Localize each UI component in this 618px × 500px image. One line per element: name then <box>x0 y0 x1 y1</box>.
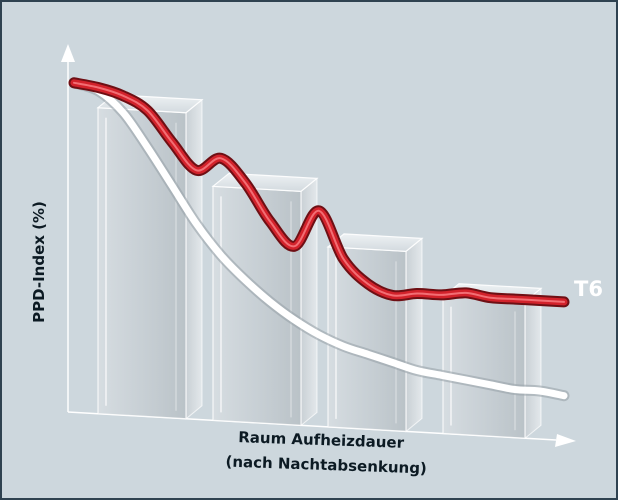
bar-side <box>405 237 423 433</box>
bar <box>441 283 543 440</box>
bar-side <box>185 98 203 420</box>
bar-front <box>442 296 526 439</box>
bar-side <box>524 287 542 440</box>
bar-front <box>97 107 187 420</box>
bars <box>96 94 543 440</box>
series-label-t6: T6 <box>574 277 603 301</box>
y-axis-label: PPD-Index (%) <box>30 201 48 323</box>
bar <box>326 233 424 433</box>
x-axis-label-line1: Raum Aufheizdauer <box>238 428 405 452</box>
curves <box>68 77 570 402</box>
series-line-white <box>70 79 568 400</box>
bar <box>96 94 204 420</box>
bar-front <box>212 185 302 427</box>
y-axis-arrow <box>61 44 75 62</box>
red-curve-highlight <box>73 81 565 303</box>
x-axis-arrow <box>555 434 576 447</box>
